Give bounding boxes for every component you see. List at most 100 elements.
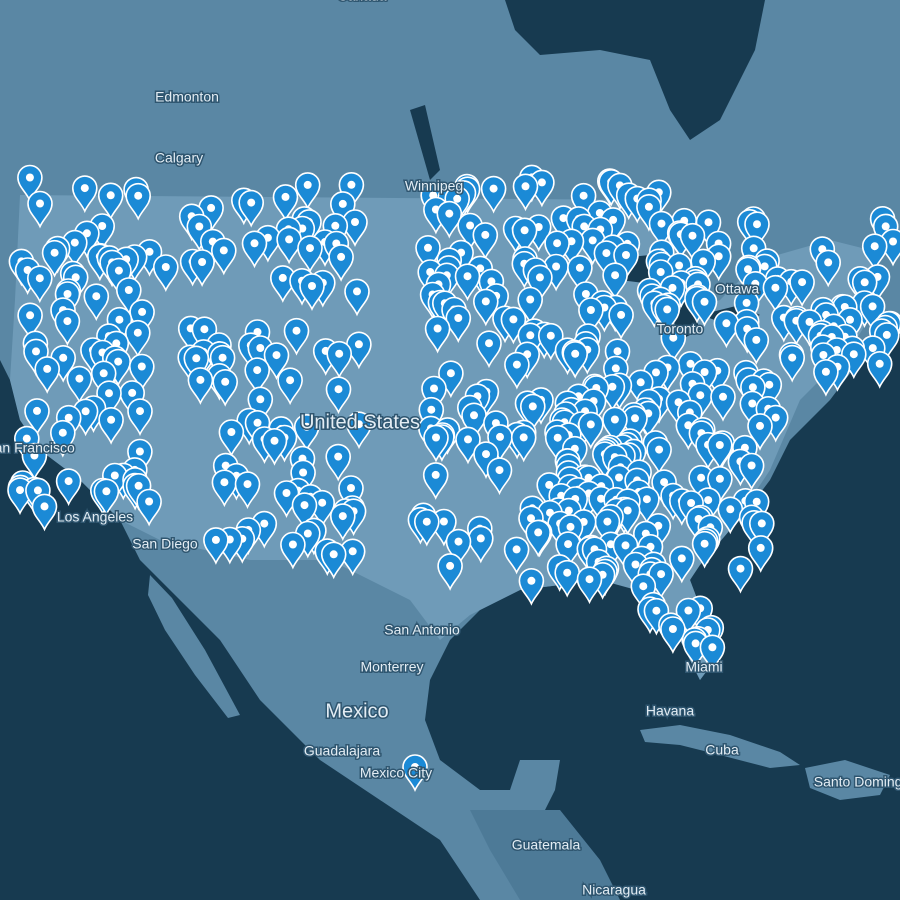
marker-pin[interactable]	[98, 407, 124, 445]
marker-dot[interactable]	[424, 243, 432, 252]
marker-dot[interactable]	[752, 497, 761, 506]
marker-dot[interactable]	[466, 221, 475, 230]
marker-dot[interactable]	[253, 366, 262, 375]
marker-pin[interactable]	[294, 172, 321, 210]
marker-dot[interactable]	[253, 418, 262, 427]
marker-dot[interactable]	[744, 265, 752, 274]
marker[interactable]	[562, 341, 589, 379]
marker[interactable]	[241, 230, 268, 269]
marker-dot[interactable]	[454, 537, 463, 546]
marker-pin[interactable]	[861, 233, 888, 272]
marker[interactable]	[622, 405, 648, 444]
marker-dot[interactable]	[292, 326, 301, 335]
marker-dot[interactable]	[631, 560, 640, 569]
marker-pin[interactable]	[125, 182, 151, 221]
marker-dot[interactable]	[575, 263, 584, 272]
marker[interactable]	[283, 317, 310, 356]
marker-dot[interactable]	[757, 519, 766, 528]
marker-dot[interactable]	[696, 391, 705, 400]
marker-pin[interactable]	[576, 566, 603, 605]
marker-pin[interactable]	[727, 555, 754, 594]
marker-dot[interactable]	[137, 362, 146, 371]
marker-dot[interactable]	[348, 547, 357, 556]
marker-dot[interactable]	[75, 374, 84, 383]
marker-dot[interactable]	[753, 220, 761, 229]
marker-dot[interactable]	[33, 406, 41, 415]
marker-pin[interactable]	[344, 278, 370, 317]
marker[interactable]	[602, 262, 628, 301]
marker[interactable]	[66, 365, 93, 404]
marker-pin[interactable]	[211, 469, 238, 508]
marker-dot[interactable]	[521, 182, 530, 191]
marker-dot[interactable]	[482, 450, 490, 459]
marker-pin[interactable]	[738, 452, 765, 491]
marker-dot[interactable]	[281, 192, 290, 201]
marker-dot[interactable]	[534, 528, 543, 537]
marker-dot[interactable]	[597, 494, 605, 503]
marker-dot[interactable]	[145, 247, 154, 256]
marker-dot[interactable]	[26, 311, 35, 320]
marker-dot[interactable]	[411, 763, 419, 771]
marker-dot[interactable]	[537, 178, 546, 187]
marker[interactable]	[136, 488, 162, 527]
marker-dot[interactable]	[124, 286, 133, 294]
marker-dot[interactable]	[615, 473, 623, 482]
marker-dot[interactable]	[663, 305, 672, 314]
marker-dot[interactable]	[688, 231, 697, 240]
marker-dot[interactable]	[657, 570, 666, 579]
marker-dot[interactable]	[145, 497, 154, 506]
marker-pin[interactable]	[346, 411, 372, 450]
marker-dot[interactable]	[433, 324, 442, 333]
marker[interactable]	[525, 519, 552, 558]
marker-dot[interactable]	[446, 561, 455, 570]
marker[interactable]	[17, 164, 43, 203]
marker-dot[interactable]	[211, 535, 220, 544]
marker-pin[interactable]	[851, 269, 878, 308]
marker-dot[interactable]	[611, 271, 620, 280]
marker[interactable]	[119, 380, 145, 418]
marker-pin[interactable]	[277, 367, 303, 406]
marker-dot[interactable]	[602, 249, 611, 258]
marker-dot[interactable]	[686, 359, 695, 368]
marker[interactable]	[789, 269, 815, 308]
marker-dot[interactable]	[535, 273, 544, 282]
marker-pin[interactable]	[424, 315, 451, 354]
marker-pin[interactable]	[189, 249, 215, 287]
marker-pin[interactable]	[699, 634, 726, 673]
marker[interactable]	[880, 228, 900, 267]
marker[interactable]	[129, 299, 155, 337]
marker-dot[interactable]	[138, 307, 147, 316]
marker-dot[interactable]	[331, 221, 340, 230]
marker[interactable]	[328, 244, 354, 282]
marker[interactable]	[203, 527, 229, 565]
marker-dot[interactable]	[520, 226, 529, 235]
marker-dot[interactable]	[128, 388, 137, 397]
marker-dot[interactable]	[192, 354, 201, 363]
marker-dot[interactable]	[756, 543, 765, 552]
marker-dot[interactable]	[881, 222, 890, 231]
marker[interactable]	[325, 376, 352, 415]
marker-dot[interactable]	[571, 349, 580, 358]
marker-dot[interactable]	[846, 315, 854, 324]
marker-pin[interactable]	[554, 559, 581, 598]
marker-pin[interactable]	[608, 302, 634, 340]
marker-dot[interactable]	[553, 433, 562, 442]
marker[interactable]	[454, 263, 481, 302]
marker-dot[interactable]	[114, 357, 123, 366]
marker-pin[interactable]	[93, 478, 120, 517]
marker-dot[interactable]	[610, 415, 619, 424]
marker[interactable]	[630, 573, 657, 612]
marker-dot[interactable]	[329, 550, 338, 559]
marker-pin[interactable]	[476, 330, 502, 369]
marker-pin[interactable]	[762, 274, 789, 313]
marker-dot[interactable]	[134, 481, 143, 490]
marker[interactable]	[421, 375, 447, 414]
marker-dot[interactable]	[454, 314, 463, 322]
marker-dot[interactable]	[552, 262, 561, 271]
marker[interactable]	[116, 277, 142, 315]
marker-dot[interactable]	[32, 347, 40, 356]
marker[interactable]	[813, 359, 839, 397]
marker[interactable]	[747, 535, 774, 573]
marker-dot[interactable]	[318, 498, 327, 507]
marker-dot[interactable]	[278, 273, 287, 282]
